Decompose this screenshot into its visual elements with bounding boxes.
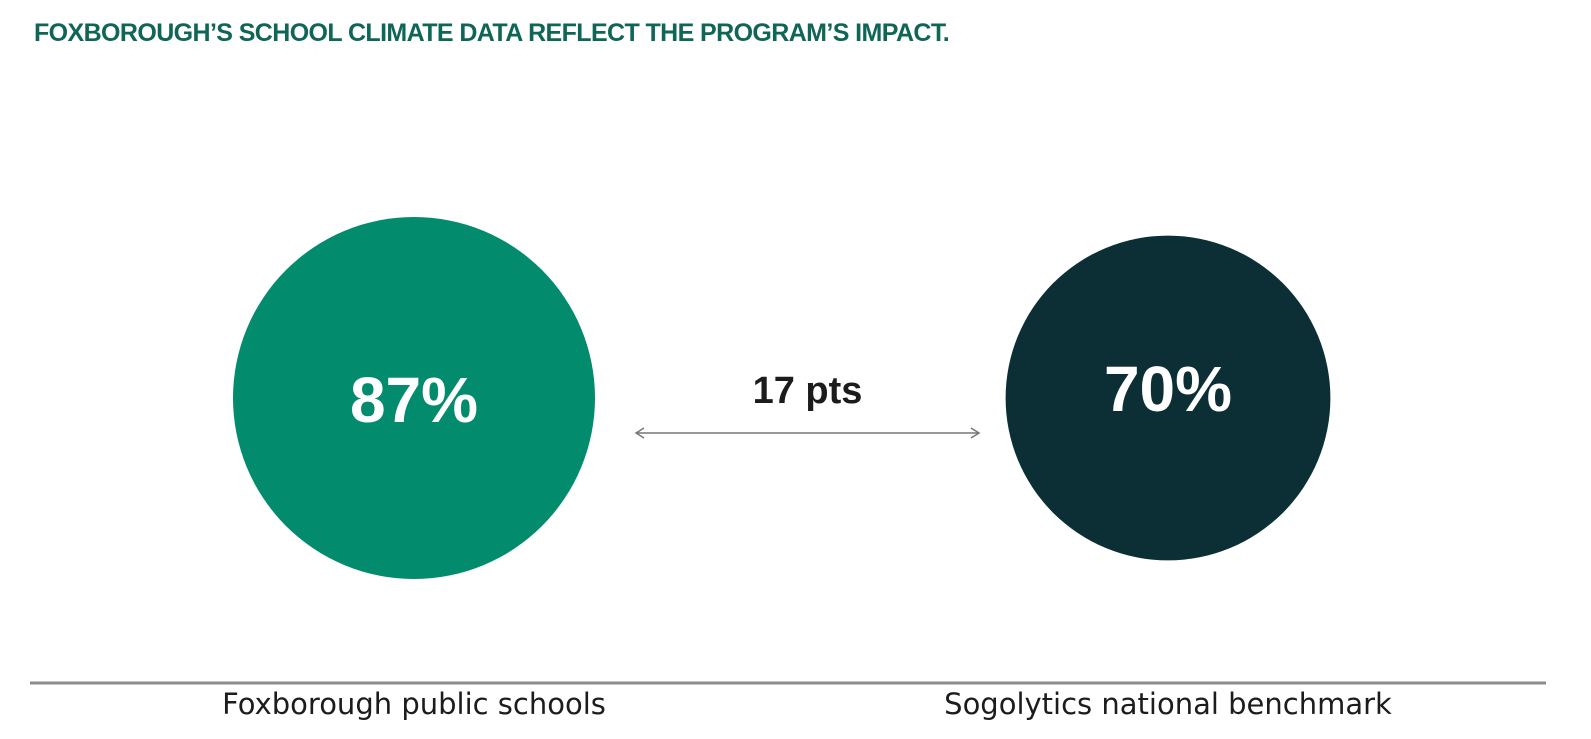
- value-circle-benchmark: [1005, 235, 1331, 561]
- value-label-benchmark: 70%: [1104, 353, 1232, 425]
- category-label-benchmark: Sogolytics national benchmark: [944, 687, 1392, 721]
- double-arrow-icon: [634, 427, 981, 439]
- value-label-foxborough: 87%: [350, 364, 478, 436]
- value-circle-foxborough: [233, 217, 595, 579]
- chart-title: FOXBOROUGH’S SCHOOL CLIMATE DATA REFLECT…: [34, 19, 950, 47]
- difference-label: 17 pts: [753, 370, 863, 412]
- category-label-foxborough: Foxborough public schools: [222, 687, 606, 721]
